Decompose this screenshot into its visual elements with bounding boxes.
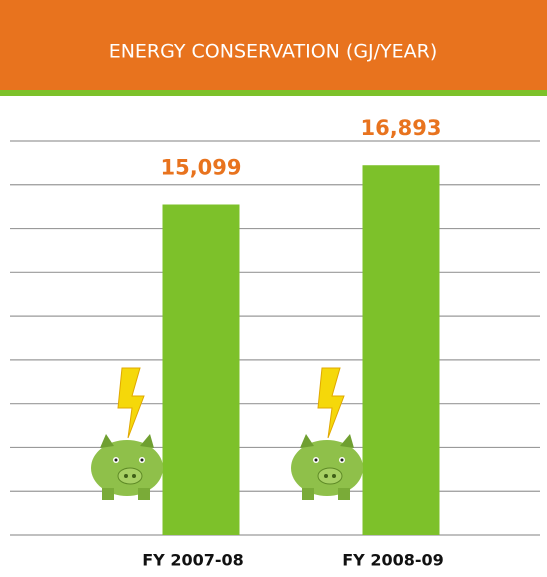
bar	[162, 204, 240, 535]
bar	[362, 165, 440, 535]
value-label: 15,099	[160, 155, 241, 179]
chart-title: ENERGY CONSERVATION (GJ/YEAR)	[109, 41, 438, 63]
x-tick-label: FY 2008-09	[342, 551, 444, 570]
value-label: 16,893	[360, 116, 441, 140]
header-band	[0, 0, 547, 90]
piggy-bank-icon	[290, 367, 364, 501]
grid	[10, 140, 540, 536]
x-tick-label: FY 2007-08	[142, 551, 244, 570]
piggy-bank-icon	[90, 367, 164, 501]
header-stripe	[0, 90, 547, 96]
bars	[162, 165, 440, 535]
